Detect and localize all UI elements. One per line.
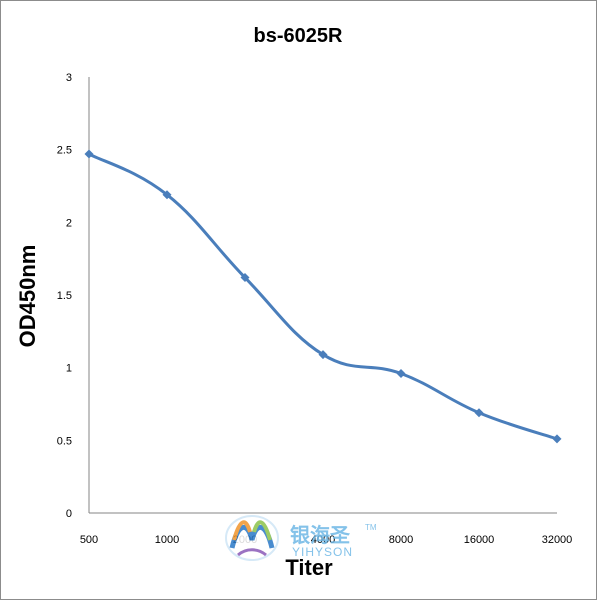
data-point-marker bbox=[84, 149, 94, 159]
watermark-trademark: TM bbox=[365, 523, 377, 532]
y-axis-title: OD450nm bbox=[15, 245, 40, 348]
y-tick-labels: 0 0.5 1 1.5 2 2.5 3 bbox=[57, 72, 72, 520]
chart-title: bs-6025R bbox=[254, 25, 343, 47]
data-point-marker bbox=[162, 190, 172, 200]
data-point-marker bbox=[552, 434, 562, 444]
y-tick-label: 2.5 bbox=[57, 145, 72, 157]
series-line bbox=[88, 152, 558, 441]
y-tick-label: 1.5 bbox=[57, 290, 72, 302]
watermark-brand-en: YIHYSON bbox=[292, 545, 353, 559]
y-tick-label: 0 bbox=[66, 508, 72, 520]
data-point-marker bbox=[474, 408, 484, 418]
y-tick-label: 0.5 bbox=[57, 435, 72, 447]
data-point-marker bbox=[240, 273, 250, 283]
watermark-brand-cn: 银海圣 bbox=[290, 523, 351, 547]
x-tick-label: 32000 bbox=[542, 534, 573, 546]
x-tick-label: 4000 bbox=[311, 534, 335, 546]
data-point-marker bbox=[396, 368, 406, 378]
x-tick-label: 500 bbox=[80, 534, 98, 546]
data-point-marker bbox=[318, 350, 328, 360]
watermark: 银海圣 TM YIHYSON bbox=[225, 515, 377, 561]
yihyson-logo-icon bbox=[225, 515, 279, 561]
series-layer bbox=[84, 149, 562, 444]
y-tick-label: 2 bbox=[66, 217, 72, 229]
x-axis-title: Titer bbox=[285, 555, 333, 580]
y-tick-label: 1 bbox=[66, 363, 72, 375]
y-tick-label: 3 bbox=[66, 72, 72, 84]
x-tick-label: 1000 bbox=[155, 534, 179, 546]
x-tick-label: 16000 bbox=[464, 534, 495, 546]
x-tick-label: 8000 bbox=[389, 534, 413, 546]
